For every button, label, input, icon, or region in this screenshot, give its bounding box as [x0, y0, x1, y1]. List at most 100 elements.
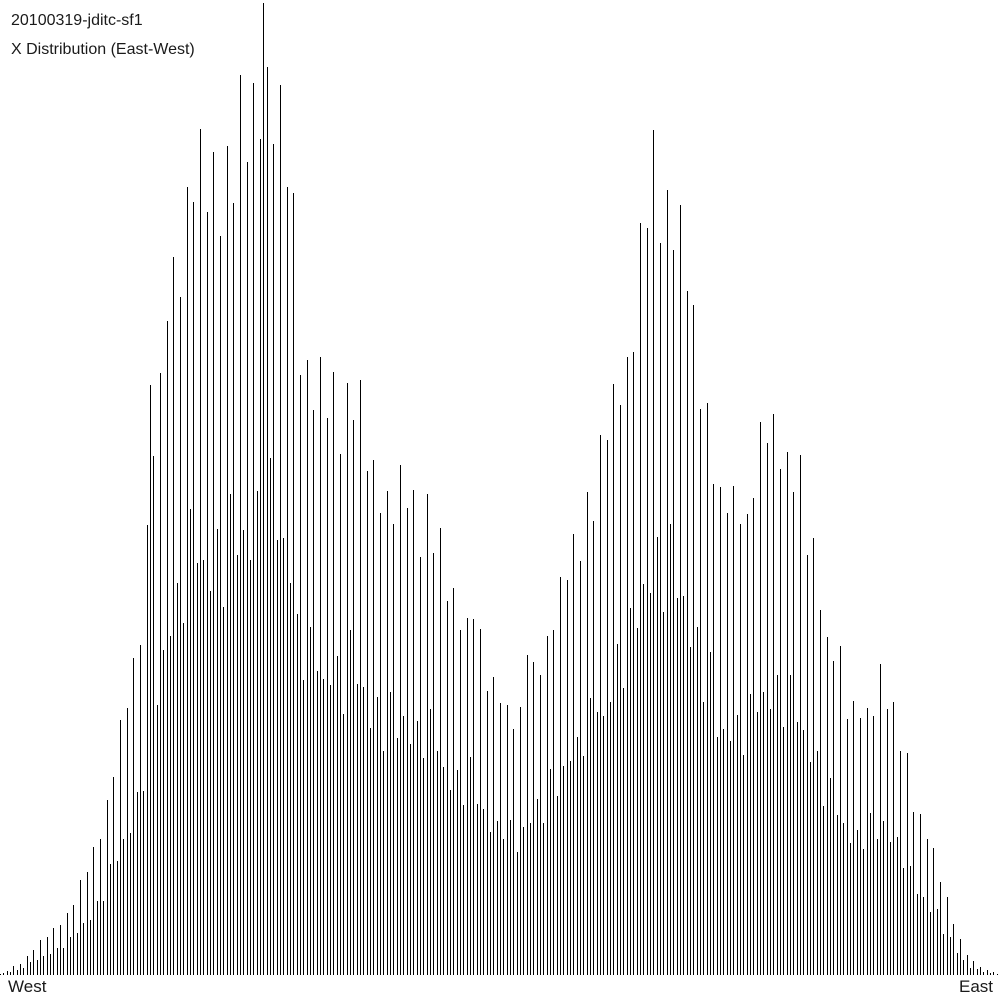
histogram-bar [530, 823, 531, 975]
histogram-bar [237, 555, 238, 975]
histogram-bar [730, 741, 731, 975]
histogram-bar [290, 583, 291, 975]
histogram-bar [93, 847, 94, 975]
histogram-bar [947, 897, 948, 975]
histogram-bar [507, 705, 508, 975]
histogram-bar [183, 623, 184, 975]
histogram-bar [810, 762, 811, 975]
histogram-bar [527, 655, 528, 975]
histogram-bar [477, 804, 478, 975]
histogram-bar [490, 832, 491, 975]
histogram-bar [900, 751, 901, 975]
histogram-bar [913, 812, 914, 975]
histogram-bar [50, 954, 51, 975]
histogram-bar [893, 702, 894, 975]
histogram-bar [703, 702, 704, 975]
histogram-bar [687, 291, 688, 975]
histogram-bar [77, 933, 78, 975]
histogram-bar [350, 630, 351, 975]
histogram-bar [450, 790, 451, 975]
histogram-bar [797, 722, 798, 975]
histogram-bar [570, 761, 571, 975]
histogram-bar [880, 664, 881, 975]
histogram-bar [963, 960, 964, 975]
histogram-bar [973, 961, 974, 975]
histogram-bar [473, 619, 474, 975]
histogram-bar [643, 584, 644, 975]
histogram-bar [190, 509, 191, 975]
histogram-bar [80, 880, 81, 975]
histogram-bar [760, 422, 761, 975]
histogram-bar [437, 751, 438, 975]
histogram-bar [203, 560, 204, 975]
histogram-bar [303, 680, 304, 975]
histogram-bar [667, 190, 668, 975]
histogram-bar [260, 139, 261, 975]
histogram-bar [997, 974, 998, 975]
histogram-bar [917, 894, 918, 975]
histogram-bar [333, 372, 334, 975]
histogram-bar [780, 469, 781, 975]
histogram-bar [367, 471, 368, 975]
histogram-bar [193, 202, 194, 975]
histogram-bar [940, 882, 941, 975]
histogram-bar [400, 465, 401, 975]
histogram-bar [773, 414, 774, 975]
histogram-bar [160, 373, 161, 975]
histogram-bar [933, 848, 934, 975]
histogram-bar [23, 968, 24, 975]
chart-subtitle: X Distribution (East-West) [11, 41, 195, 58]
histogram-bar [150, 385, 151, 975]
histogram-bar [40, 940, 41, 975]
histogram-bar [707, 403, 708, 975]
histogram-bar [463, 805, 464, 975]
histogram-bar [753, 498, 754, 975]
histogram-bar [170, 636, 171, 975]
histogram-bar [200, 129, 201, 975]
histogram-bar [373, 460, 374, 975]
histogram-bar [747, 514, 748, 975]
histogram-bar [177, 583, 178, 975]
histogram-bar [387, 491, 388, 975]
histogram-bar [813, 538, 814, 975]
histogram-bar [993, 972, 994, 975]
histogram-bar [210, 591, 211, 975]
histogram-bar [847, 719, 848, 975]
histogram-bar [630, 608, 631, 975]
histogram-bar [123, 839, 124, 975]
histogram-bar [47, 937, 48, 975]
histogram-bar [287, 187, 288, 975]
histogram-bar [320, 357, 321, 975]
histogram-bar [293, 193, 294, 975]
histogram-bar [57, 948, 58, 975]
histogram-bar [793, 492, 794, 975]
histogram-bar [120, 720, 121, 975]
histogram-bar [83, 923, 84, 975]
histogram-bar [337, 656, 338, 975]
histogram-bar [610, 702, 611, 975]
histogram-bar [443, 767, 444, 975]
histogram-bar [230, 494, 231, 975]
histogram-bar [967, 955, 968, 975]
histogram-bar [830, 778, 831, 975]
histogram-bar [863, 849, 864, 975]
histogram-bar [297, 614, 298, 975]
histogram-bar [750, 694, 751, 975]
histogram-bar [340, 454, 341, 975]
histogram-bar [950, 937, 951, 975]
histogram-bar [873, 716, 874, 975]
histogram-bar [907, 753, 908, 975]
histogram-bar [660, 243, 661, 975]
histogram-bar [127, 708, 128, 975]
histogram-bar [800, 455, 801, 975]
histogram-bar [640, 223, 641, 975]
histogram-bar [0, 974, 1, 975]
histogram-bar [43, 956, 44, 975]
histogram-bar [167, 321, 168, 975]
histogram-bar [103, 901, 104, 975]
histogram-bar [853, 701, 854, 975]
histogram-bar [327, 418, 328, 975]
histogram-bar [187, 187, 188, 975]
histogram-bar [207, 212, 208, 975]
histogram-bar [713, 484, 714, 975]
